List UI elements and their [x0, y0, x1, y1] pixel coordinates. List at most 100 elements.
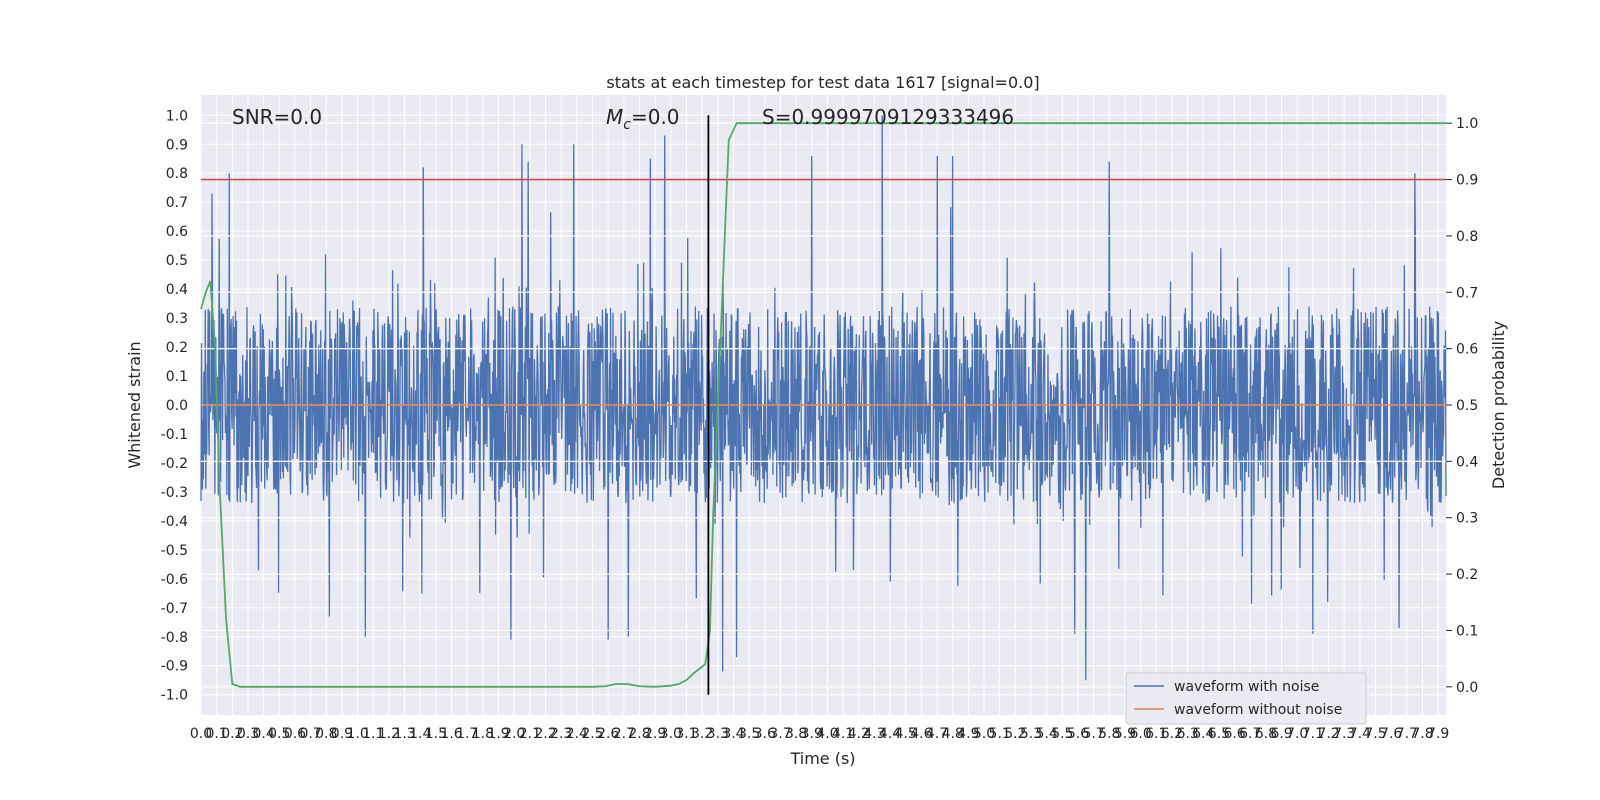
x-tick-label: 1.4: [409, 726, 431, 742]
right-y-tick-label: 0.6: [1456, 342, 1478, 358]
x-tick-label: 5.1: [989, 726, 1011, 742]
x-tick-label: 1.2: [378, 726, 400, 742]
x-tick-label: 0.3: [237, 726, 259, 742]
chirp-mass-subscript: c: [623, 117, 631, 133]
x-tick-label: 3.9: [801, 726, 823, 742]
y-tick-label: -0.1: [161, 427, 188, 443]
right-y-tick-label: 1.0: [1456, 116, 1478, 132]
y-axis-label: Whitened strain: [125, 341, 144, 468]
x-tick-label: 0.5: [268, 726, 290, 742]
x-tick-label: 5.4: [1036, 726, 1058, 742]
x-tick-label: 0.4: [253, 726, 275, 742]
x-tick-label: 2.0: [503, 726, 525, 742]
x-tick-label: 5.5: [1051, 726, 1073, 742]
y-tick-label: -0.5: [161, 543, 188, 559]
x-tick-label: 7.0: [1286, 726, 1308, 742]
y-tick-label: -0.7: [161, 601, 188, 617]
x-tick-label: 3.3: [707, 726, 729, 742]
noisy-waveform-line: [200, 115, 1447, 681]
x-tick-label: 3.2: [691, 726, 713, 742]
x-tick-label: 2.2: [534, 726, 556, 742]
x-tick-label: 6.0: [1129, 726, 1151, 742]
x-tick-label: 0.1: [206, 726, 228, 742]
legend: waveform with noise waveform without noi…: [1125, 672, 1367, 725]
y-tick-label: 0.0: [166, 398, 188, 414]
detection-probability-line: [200, 122, 1446, 688]
x-tick-label: 5.6: [1067, 726, 1089, 742]
x-tick-label: 7.3: [1333, 726, 1355, 742]
x-tick-label: 6.8: [1255, 726, 1277, 742]
x-tick-label: 1.6: [440, 726, 462, 742]
x-tick-label: 2.5: [581, 726, 603, 742]
chirp-mass-value: =0.0: [631, 105, 680, 129]
x-tick-label: 3.7: [769, 726, 791, 742]
right-y-tick-label: 0.9: [1456, 173, 1478, 189]
x-tick-label: 3.5: [738, 726, 760, 742]
x-tick-label: 5.2: [1004, 726, 1026, 742]
x-tick-label: 6.1: [1145, 726, 1167, 742]
x-tick-label: 5.3: [1020, 726, 1042, 742]
y-tick-label: 0.3: [166, 311, 188, 327]
x-tick-label: 4.3: [863, 726, 885, 742]
y-tick-label: -0.8: [161, 630, 188, 646]
x-tick-label: 4.1: [832, 726, 854, 742]
y-tick-label: -0.4: [161, 514, 188, 530]
x-tick-label: 7.7: [1396, 726, 1418, 742]
chart-title: stats at each timestep for test data 161…: [606, 73, 1039, 92]
y-tick-label: -1.0: [161, 688, 188, 704]
x-tick-label: 3.4: [722, 726, 744, 742]
x-tick-label: 6.7: [1239, 726, 1261, 742]
series-layer: [200, 115, 1447, 681]
x-tick-label: 4.8: [942, 726, 964, 742]
x-tick-label: 2.9: [644, 726, 666, 742]
x-tick-label: 0.9: [331, 726, 353, 742]
x-axis-label: Time (s): [789, 749, 855, 768]
y-tick-label: 0.2: [166, 340, 188, 356]
right-y-tick-label: 0.7: [1456, 285, 1478, 301]
x-tick-label: 4.0: [816, 726, 838, 742]
legend-label-clean: waveform without noise: [1174, 702, 1342, 718]
y-tick-label: 0.7: [166, 195, 188, 211]
x-tick-label: 6.6: [1223, 726, 1245, 742]
right-y-tick-label: 0.1: [1456, 623, 1478, 639]
x-tick-label: 2.6: [597, 726, 619, 742]
y-tick-label: 0.6: [166, 224, 188, 240]
x-tick-label: 4.6: [910, 726, 932, 742]
y-tick-label: 0.9: [166, 137, 188, 153]
overlay-layer: [200, 115, 1446, 695]
y-axis-label-right: Detection probability: [1489, 321, 1508, 489]
x-tick-label: 5.8: [1098, 726, 1120, 742]
x-tick-label: 2.8: [628, 726, 650, 742]
x-tick-label: 7.5: [1364, 726, 1386, 742]
y-tick-label: 0.1: [166, 369, 188, 385]
x-tick-label: 7.2: [1317, 726, 1339, 742]
y-tick-label: -0.6: [161, 572, 188, 588]
chirp-mass-annotation: Mc=0.0: [606, 105, 680, 133]
legend-label-noise: waveform with noise: [1174, 679, 1319, 695]
chirp-mass-symbol: M: [606, 105, 623, 129]
s-annotation: S=0.9999709129333496: [762, 105, 1014, 129]
right-y-tick-label: 0.5: [1456, 398, 1478, 414]
x-tick-label: 2.1: [519, 726, 541, 742]
x-tick-label: 4.5: [895, 726, 917, 742]
right-y-tick-label: 0.3: [1456, 511, 1478, 527]
x-tick-label: 0.7: [299, 726, 321, 742]
right-y-tick-label: 0.0: [1456, 680, 1478, 696]
y-tick-label: -0.9: [161, 659, 188, 675]
y-tick-label: 0.5: [166, 253, 188, 269]
x-tick-label: 7.8: [1411, 726, 1433, 742]
right-y-tick-label: 0.8: [1456, 229, 1478, 245]
x-tick-label: 1.9: [487, 726, 509, 742]
tick-layer: 0.00.10.20.30.40.50.60.70.80.91.01.11.21…: [161, 108, 1479, 742]
x-tick-label: 4.9: [957, 726, 979, 742]
x-tick-label: 1.8: [472, 726, 494, 742]
x-tick-label: 1.5: [425, 726, 447, 742]
y-tick-label: -0.2: [161, 456, 188, 472]
x-tick-label: 3.0: [660, 726, 682, 742]
x-tick-label: 7.1: [1302, 726, 1324, 742]
x-tick-label: 0.6: [284, 726, 306, 742]
x-tick-label: 0.0: [190, 726, 212, 742]
x-tick-label: 4.4: [879, 726, 901, 742]
x-tick-label: 1.1: [362, 726, 384, 742]
